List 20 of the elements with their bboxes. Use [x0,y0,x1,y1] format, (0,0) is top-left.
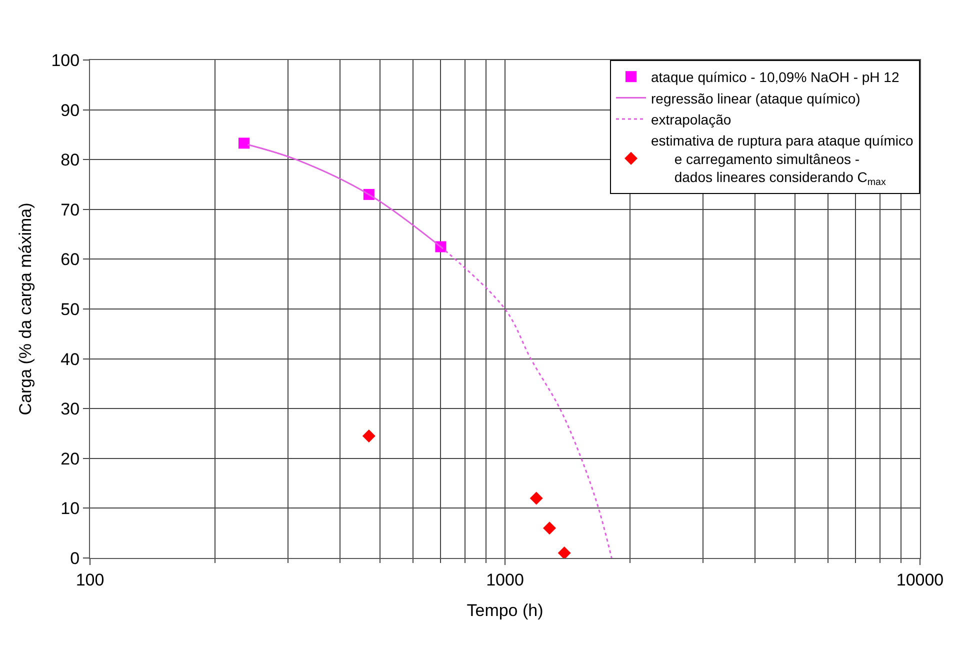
y-axis-title: Carga (% da carga máxima) [16,202,35,416]
x-tick-label: 1000 [486,570,524,590]
y-tick-label: 60 [60,250,80,270]
y-tick-label: 0 [70,548,80,568]
legend-label: extrapolação [651,111,732,128]
x-axis-title: Tempo (h) [466,600,544,620]
legend-label: regressão linear (ataque químico) [651,90,860,106]
y-tick-label: 70 [60,200,80,220]
y-tick-label: 30 [60,400,80,419]
y-tick-label: 10 [60,499,80,518]
y-tick-label: 50 [60,300,80,319]
legend-label: estimativa de ruptura para ataque químico e carregamento simultâneos - dados lineares considerando C$_{max}$ [651,132,914,188]
y-tick-label: 20 [60,449,80,468]
x-tick-label: 100 [76,570,104,590]
x-tick-label: 10000 [896,570,944,590]
y-tick-label: 90 [60,100,80,120]
y-tick-label: 80 [60,150,80,170]
y-tick-label: 100 [51,50,80,70]
legend-label: ataque químico - 10,09% NaOH - pH 12 [651,69,900,86]
y-tick-label: 40 [60,350,80,369]
